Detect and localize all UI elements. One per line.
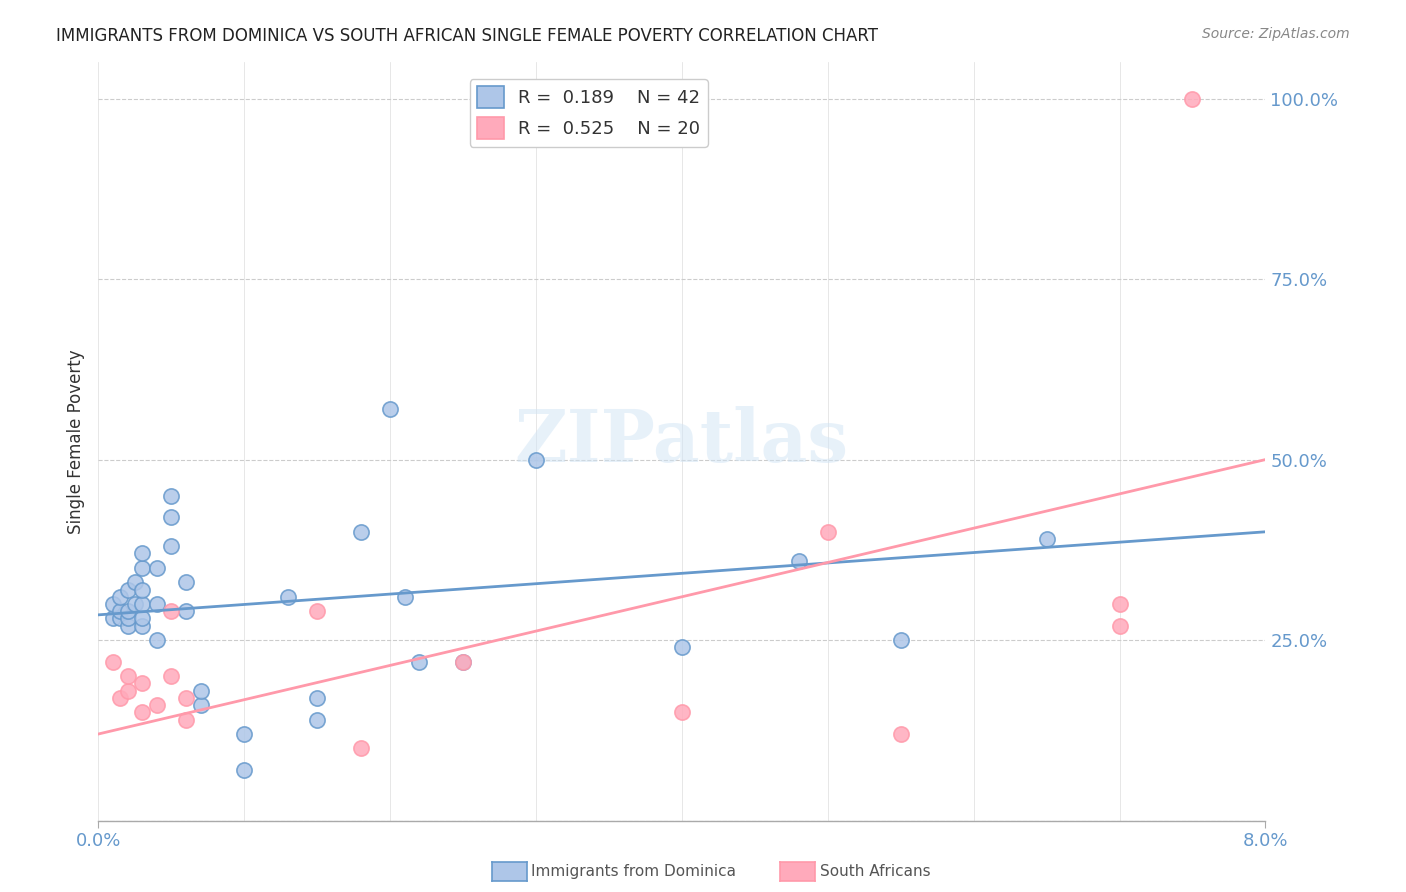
Point bbox=[394, 590, 416, 604]
Point bbox=[350, 524, 373, 539]
Point bbox=[110, 611, 132, 625]
Point bbox=[307, 713, 329, 727]
Point bbox=[117, 669, 139, 683]
Point bbox=[671, 640, 693, 655]
Point bbox=[160, 539, 183, 553]
Point bbox=[277, 590, 299, 604]
Point bbox=[817, 524, 839, 539]
Point bbox=[131, 611, 153, 625]
Point bbox=[146, 633, 169, 648]
Point bbox=[110, 604, 132, 618]
Point bbox=[146, 597, 169, 611]
Point bbox=[160, 669, 183, 683]
Text: South Africans: South Africans bbox=[820, 864, 931, 879]
Point bbox=[110, 690, 132, 705]
Y-axis label: Single Female Poverty: Single Female Poverty bbox=[66, 350, 84, 533]
Point bbox=[160, 510, 183, 524]
Point bbox=[524, 452, 547, 467]
Point bbox=[110, 590, 132, 604]
Point bbox=[890, 633, 912, 648]
Point bbox=[117, 611, 139, 625]
Point bbox=[174, 575, 197, 590]
Text: Source: ZipAtlas.com: Source: ZipAtlas.com bbox=[1202, 27, 1350, 41]
Point bbox=[146, 698, 169, 712]
Point bbox=[117, 582, 139, 597]
Point bbox=[117, 604, 139, 618]
Point bbox=[1035, 532, 1057, 546]
Point bbox=[787, 554, 810, 568]
Point bbox=[131, 706, 153, 720]
Point bbox=[451, 655, 474, 669]
Legend: R =  0.189    N = 42, R =  0.525    N = 20: R = 0.189 N = 42, R = 0.525 N = 20 bbox=[470, 79, 707, 146]
Point bbox=[1181, 91, 1204, 105]
Point bbox=[117, 618, 139, 632]
Point bbox=[408, 655, 430, 669]
Text: Immigrants from Dominica: Immigrants from Dominica bbox=[531, 864, 737, 879]
Point bbox=[124, 575, 146, 590]
Point bbox=[1108, 618, 1130, 632]
Point bbox=[101, 655, 124, 669]
Point bbox=[131, 582, 153, 597]
Point bbox=[124, 597, 146, 611]
Text: ZIPatlas: ZIPatlas bbox=[515, 406, 849, 477]
Point bbox=[131, 546, 153, 560]
Point bbox=[160, 489, 183, 503]
Point bbox=[307, 604, 329, 618]
Text: IMMIGRANTS FROM DOMINICA VS SOUTH AFRICAN SINGLE FEMALE POVERTY CORRELATION CHAR: IMMIGRANTS FROM DOMINICA VS SOUTH AFRICA… bbox=[56, 27, 879, 45]
Point bbox=[233, 727, 256, 741]
Point bbox=[350, 741, 373, 756]
Point bbox=[1108, 597, 1130, 611]
Point bbox=[160, 604, 183, 618]
Point bbox=[101, 611, 124, 625]
Point bbox=[131, 618, 153, 632]
Point bbox=[190, 698, 212, 712]
Point bbox=[117, 683, 139, 698]
Point bbox=[131, 676, 153, 690]
Point bbox=[146, 561, 169, 575]
Point bbox=[890, 727, 912, 741]
Point bbox=[174, 604, 197, 618]
Point bbox=[131, 597, 153, 611]
Point bbox=[174, 690, 197, 705]
Point bbox=[451, 655, 474, 669]
Point bbox=[174, 713, 197, 727]
Point bbox=[101, 597, 124, 611]
Point bbox=[307, 690, 329, 705]
Point bbox=[131, 561, 153, 575]
Point bbox=[671, 706, 693, 720]
Point bbox=[190, 683, 212, 698]
Point bbox=[233, 763, 256, 777]
Point bbox=[380, 402, 402, 417]
